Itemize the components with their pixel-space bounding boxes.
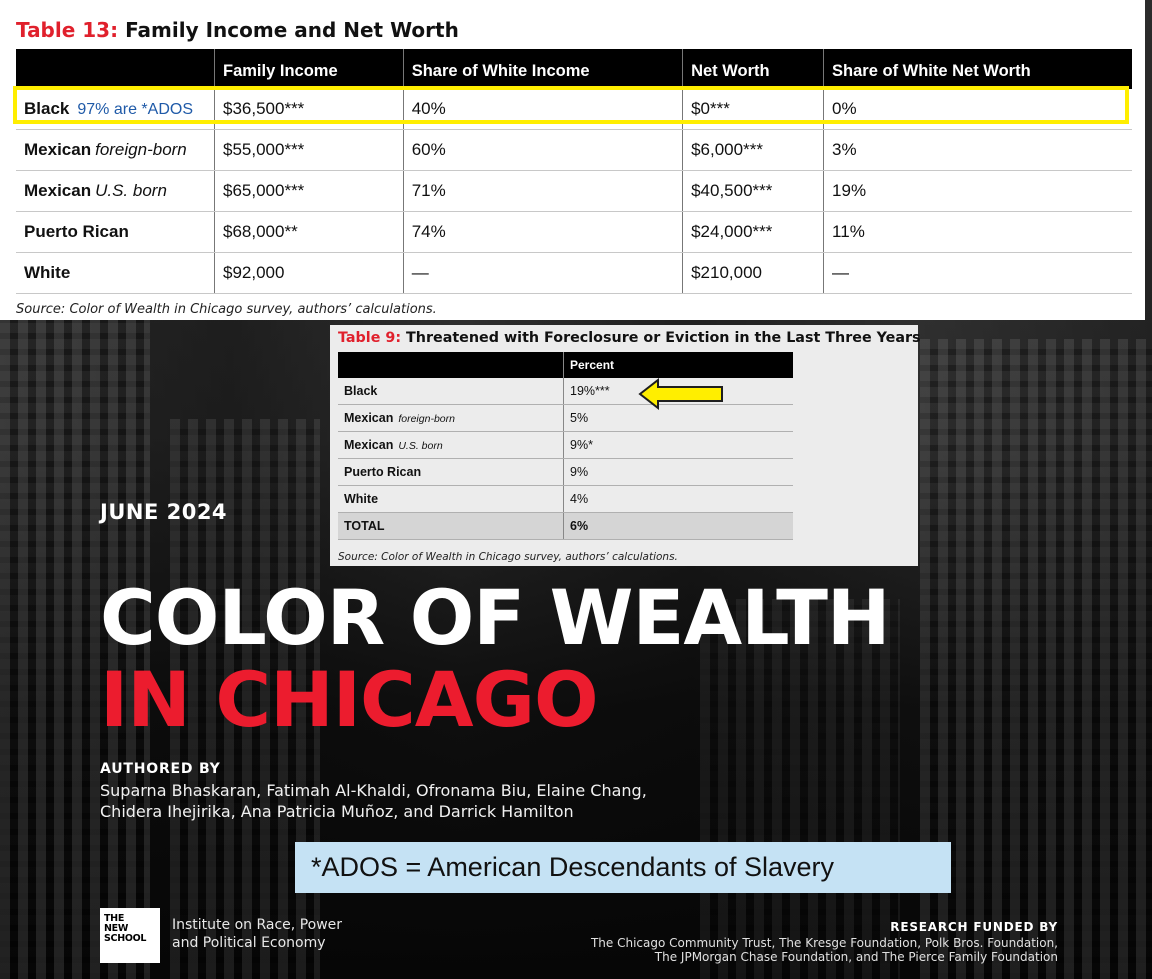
row-label: Mexican U.S. born — [16, 170, 215, 212]
black-row-highlight — [13, 86, 1129, 124]
funded-by-heading: RESEARCH FUNDED BY — [890, 920, 1058, 934]
share-net-worth-cell: — — [823, 252, 1132, 294]
family-income-cell: $92,000 — [214, 252, 404, 294]
column-header: Net Worth — [682, 49, 824, 89]
table-9-title: Table 9: Threatened with Foreclosure or … — [338, 330, 921, 346]
table-row: Mexican foreign-born 5% — [338, 404, 793, 432]
column-header: Share of White Income — [402, 49, 683, 89]
share-income-cell: — — [402, 252, 683, 294]
authors-line: Suparna Bhaskaran, Fatimah Al-Khaldi, Of… — [100, 781, 647, 800]
table-row: Mexican U.S. born 9%* — [338, 431, 793, 459]
table-row: Black 19%*** — [338, 378, 793, 405]
report-date: JUNE 2024 — [100, 500, 228, 524]
row-label: Mexican foreign-born — [16, 129, 215, 171]
table-row: Mexican U.S. born $65,000*** 71% $40,500*… — [16, 170, 1132, 212]
percent-cell: 6% — [563, 512, 793, 540]
authored-by-heading: AUTHORED BY — [100, 761, 221, 777]
share-income-cell: 74% — [402, 211, 683, 253]
share-net-worth-cell: 19% — [823, 170, 1132, 212]
report-title-line1: COLOR OF WEALTH — [100, 573, 891, 662]
total-row: TOTAL 6% — [338, 512, 793, 540]
ados-note: 97% are *ADOS — [77, 101, 193, 118]
new-school-logo: THE NEW SCHOOL — [100, 908, 160, 963]
institute-name: Institute on Race, Power — [172, 917, 343, 933]
column-header: Family Income — [214, 49, 404, 89]
percent-cell: 4% — [563, 485, 793, 513]
percent-cell: 9% — [563, 458, 793, 486]
family-income-cell: $55,000*** — [214, 129, 404, 171]
row-label: Mexican foreign-born — [338, 404, 564, 432]
table-13-title: Table 13: Family Income and Net Worth — [16, 18, 459, 42]
row-label: Puerto Rican — [338, 458, 564, 486]
family-income-cell: $65,000*** — [214, 170, 404, 212]
institute-name: and Political Economy — [172, 935, 326, 951]
share-net-worth-cell: 3% — [823, 129, 1132, 171]
row-label: Black — [338, 378, 564, 405]
row-label: Mexican U.S. born — [338, 431, 564, 459]
column-header: Share of White Net Worth — [823, 49, 1132, 89]
ados-definition-box: *ADOS = American Descendants of Slavery — [295, 842, 951, 893]
authors-line: Chidera Ihejirika, Ana Patricia Muñoz, a… — [100, 802, 574, 821]
yellow-arrow-icon — [638, 378, 723, 410]
row-label: White — [338, 485, 564, 513]
funders-line: The Chicago Community Trust, The Kresge … — [590, 936, 1058, 950]
row-label: Puerto Rican — [16, 211, 215, 253]
row-label: White — [16, 252, 215, 294]
table-9-panel: Table 9: Threatened with Foreclosure or … — [330, 325, 921, 566]
report-title-line2: IN CHICAGO — [100, 655, 599, 744]
row-label: TOTAL — [338, 512, 564, 540]
table-row: Puerto Rican $68,000** 74% $24,000*** 11… — [16, 211, 1132, 253]
table-row: White $92,000 — $210,000 — — [16, 252, 1132, 294]
table-13-panel: Table 13: Family Income and Net Worth Fa… — [0, 0, 1145, 320]
share-income-cell: 71% — [402, 170, 683, 212]
net-worth-cell: $24,000*** — [682, 211, 824, 253]
percent-cell: 9%* — [563, 431, 793, 459]
column-header: Percent — [563, 352, 793, 378]
table-9: Percent Black 19%*** Mexican foreign-born… — [338, 352, 793, 540]
column-header — [16, 49, 215, 89]
table-9-source: Source: Color of Wealth in Chicago surve… — [338, 551, 678, 563]
table-row: Mexican foreign-born $55,000*** 60% $6,00… — [16, 129, 1132, 171]
table-row: White 4% — [338, 485, 793, 513]
share-income-cell: 60% — [402, 129, 683, 171]
funders-line: The JPMorgan Chase Foundation, and The P… — [654, 950, 1058, 964]
percent-cell: 5% — [563, 404, 793, 432]
column-header — [338, 352, 564, 378]
net-worth-cell: $40,500*** — [682, 170, 824, 212]
table-row: Puerto Rican 9% — [338, 458, 793, 486]
net-worth-cell: $6,000*** — [682, 129, 824, 171]
net-worth-cell: $210,000 — [682, 252, 824, 294]
share-net-worth-cell: 11% — [823, 211, 1132, 253]
family-income-cell: $68,000** — [214, 211, 404, 253]
table-13-source: Source: Color of Wealth in Chicago surve… — [16, 302, 437, 317]
